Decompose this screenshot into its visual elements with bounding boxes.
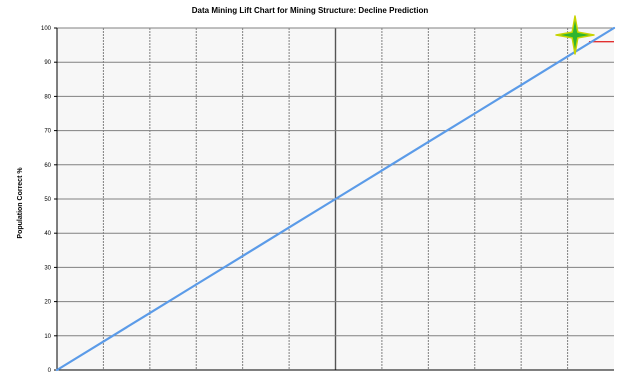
star-marker-shape [555, 15, 595, 55]
y-tick-label-100: 100 [41, 26, 52, 32]
y-tick-label-70: 70 [44, 129, 51, 135]
chart-title: Data Mining Lift Chart for Mining Struct… [192, 6, 429, 15]
series-line-0 [55, 26, 616, 372]
y-tick-label-0: 0 [48, 368, 52, 374]
y-tick-label-10: 10 [44, 334, 51, 340]
y-tick-label-40: 40 [44, 231, 51, 237]
y-tick-label-80: 80 [44, 94, 51, 100]
y-tick-label-60: 60 [44, 163, 51, 169]
y-axis-ticks: 0 10 20 30 40 50 60 70 80 90 100 [41, 26, 57, 374]
y-tick-label-90: 90 [44, 60, 51, 66]
y-axis-label: Population Correct % [17, 167, 24, 239]
y-tick-label-20: 20 [44, 300, 51, 306]
horizontal-gridlines [57, 27, 614, 337]
series-layer [55, 26, 616, 372]
y-tick-label-50: 50 [44, 197, 51, 203]
star-marker-icon [555, 15, 595, 55]
y-tick-label-30: 30 [44, 265, 51, 271]
